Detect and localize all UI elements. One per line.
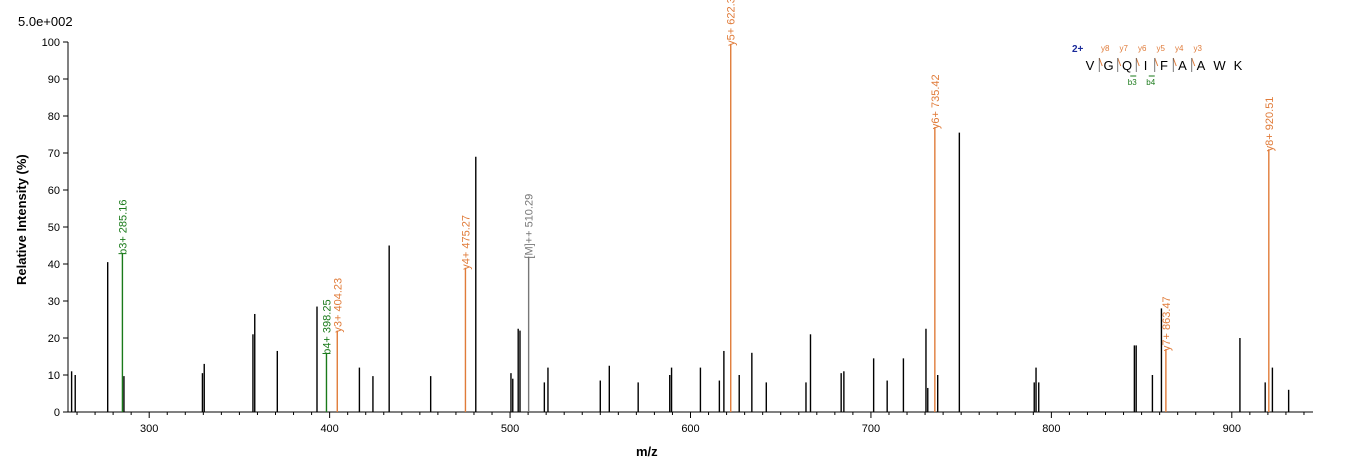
sequence-residue: K (1234, 58, 1243, 73)
x-tick-label: 500 (501, 423, 519, 435)
y-tick-label: 20 (48, 333, 60, 345)
x-tick-label: 400 (320, 423, 338, 435)
peak-label: b3+ 285.16 (117, 200, 129, 255)
y-tick-label: 90 (48, 74, 60, 86)
sequence-residue: I (1144, 58, 1148, 73)
sequence-residue: A (1178, 58, 1187, 73)
peak-label: [M]++ 510.29 (524, 194, 536, 259)
sequence-residue: G (1103, 58, 1113, 73)
peak-label: y8+ 920.51 (1264, 97, 1276, 152)
b-ion-label: b4 (1146, 78, 1155, 87)
y-tick-label: 70 (48, 148, 60, 160)
y-tick-label: 0 (54, 407, 60, 419)
peak-label: y5+ 622.3 (726, 0, 738, 46)
intensity-scale-label: 5.0e+002 (18, 14, 73, 29)
sequence-residue: Q (1122, 58, 1132, 73)
x-axis-label: m/z (636, 444, 658, 459)
y-tick-label: 50 (48, 222, 60, 234)
x-tick-label: 700 (862, 423, 880, 435)
peak-label: y6+ 735.42 (930, 74, 942, 129)
x-tick-label: 900 (1223, 423, 1241, 435)
x-tick-label: 600 (681, 423, 699, 435)
peak-label: b4+ 398.25 (321, 299, 333, 354)
y-tick-label: 100 (42, 37, 60, 49)
x-tick-label: 300 (140, 423, 158, 435)
y-tick-label: 10 (48, 370, 60, 382)
y-tick-label: 30 (48, 296, 60, 308)
y-tick-label: 60 (48, 185, 60, 197)
y-ion-label: y7 (1120, 44, 1129, 53)
charge-state: 2+ (1072, 44, 1084, 55)
y-ion-bracket (1154, 57, 1159, 67)
y-ion-label: y3 (1194, 44, 1203, 53)
y-tick-label: 40 (48, 259, 60, 271)
y-tick-label: 80 (48, 111, 60, 123)
sequence-residue: F (1160, 58, 1168, 73)
y-ion-bracket (1172, 57, 1177, 67)
sequence-residue: W (1213, 58, 1226, 73)
y-ion-bracket (1098, 57, 1103, 67)
y-ion-label: y6 (1138, 44, 1147, 53)
y-ion-label: y5 (1157, 44, 1166, 53)
y-ion-label: y4 (1175, 44, 1184, 53)
y-ion-bracket (1191, 57, 1196, 67)
y-ion-bracket (1135, 57, 1140, 67)
x-tick-label: 800 (1042, 423, 1060, 435)
sequence-residue: A (1197, 58, 1206, 73)
peak-label: y3+ 404.23 (332, 278, 344, 333)
peak-label: y7+ 863.47 (1161, 296, 1173, 351)
sequence-residue: V (1086, 58, 1095, 73)
b-ion-label: b3 (1128, 78, 1137, 87)
y-ion-label: y8 (1101, 44, 1110, 53)
y-ion-bracket (1117, 57, 1122, 67)
peak-label: y4+ 475.27 (460, 215, 472, 270)
